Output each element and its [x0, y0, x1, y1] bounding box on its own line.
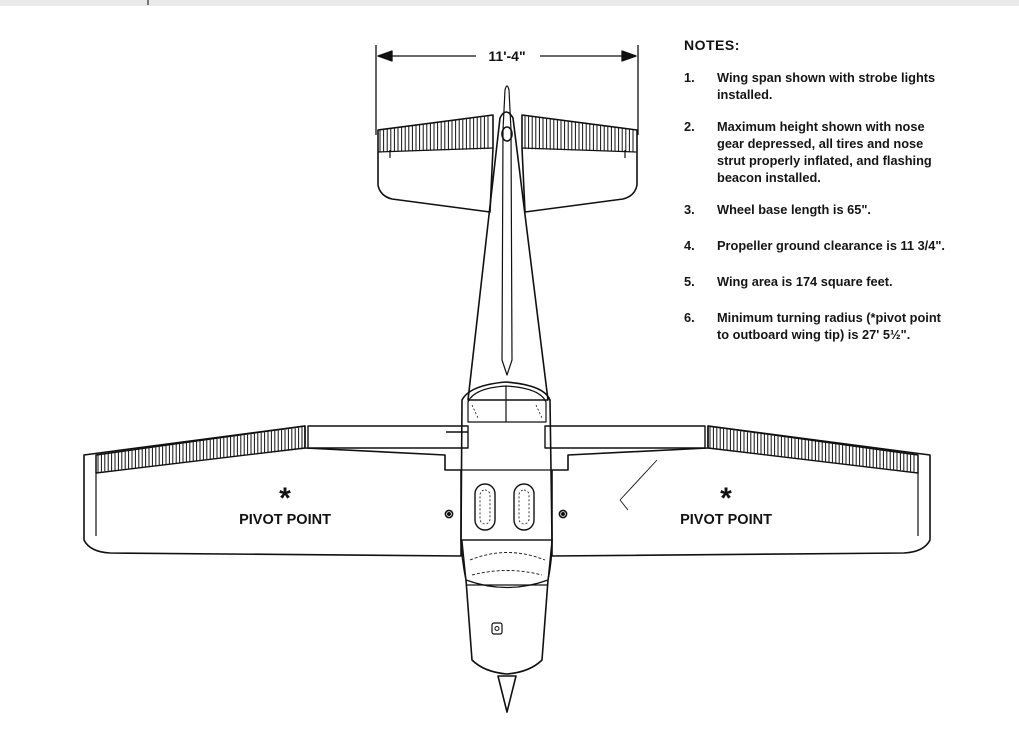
right-strut-fitting	[558, 509, 568, 519]
note-text: Wheel base length is 65".	[717, 202, 871, 217]
windshield	[461, 539, 553, 589]
note-text: Propeller ground clearance is 11 3/4".	[717, 238, 945, 253]
note-number: 2.	[684, 119, 695, 134]
left-strut-fitting	[444, 509, 454, 519]
span-dimension	[375, 45, 639, 135]
note-number: 4.	[684, 238, 695, 253]
fuselage-cabin	[460, 381, 553, 675]
notes-title: NOTES:	[684, 37, 740, 53]
tailcone	[467, 111, 549, 401]
note-number: 5.	[684, 274, 695, 289]
notes-panel: NOTES: 1. Wing span shown with strobe li…	[684, 37, 1004, 353]
note-number: 1.	[684, 70, 695, 85]
note-text: Maximum height shown with nose gear depr…	[717, 119, 932, 185]
note-item: 6. Minimum turning radius (*pivot point …	[684, 309, 1004, 343]
horizontal-stabilizer	[377, 114, 638, 213]
note-text: Wing area is 174 square feet.	[717, 274, 893, 289]
note-number: 6.	[684, 310, 695, 325]
left-wing-hatch	[97, 427, 303, 472]
span-dimension-label: 11'-4"	[488, 48, 525, 64]
note-item: 4. Propeller ground clearance is 11 3/4"…	[684, 237, 1004, 254]
note-item: 1. Wing span shown with strobe lights in…	[684, 69, 1004, 103]
left-flap	[307, 425, 469, 449]
vertical-fin	[501, 85, 513, 376]
right-flap	[544, 425, 706, 449]
right-elevator-hatch	[524, 116, 634, 152]
left-wing	[83, 425, 469, 557]
pivot-point-label-right: PIVOT POINT	[680, 512, 772, 528]
pivot-point-asterisk-left: *	[279, 482, 291, 515]
note-text: Wing span shown with strobe lights insta…	[717, 70, 936, 102]
spinner	[497, 675, 517, 713]
cabin-seats	[474, 483, 535, 531]
note-number: 3.	[684, 202, 695, 217]
note-item: 3. Wheel base length is 65".	[684, 201, 1004, 218]
right-stabilizer	[521, 114, 638, 213]
right-wing	[544, 425, 931, 557]
fuselage	[460, 85, 553, 713]
rear-window	[467, 385, 547, 423]
note-item: 2. Maximum height shown with nose gear d…	[684, 118, 1004, 186]
pivot-point-label-left: PIVOT POINT	[239, 512, 331, 528]
note-item: 5. Wing area is 174 square feet.	[684, 273, 1004, 290]
fuel-cap-icon	[491, 622, 503, 635]
note-text: Minimum turning radius (*pivot point to …	[717, 310, 941, 342]
left-elevator-hatch	[379, 116, 489, 152]
top-edge-bar	[0, 0, 1019, 6]
pivot-point-asterisk-right: *	[720, 482, 732, 515]
right-wing-hatch	[709, 427, 915, 472]
left-stabilizer	[377, 114, 494, 213]
top-edge-mark	[147, 0, 149, 5]
